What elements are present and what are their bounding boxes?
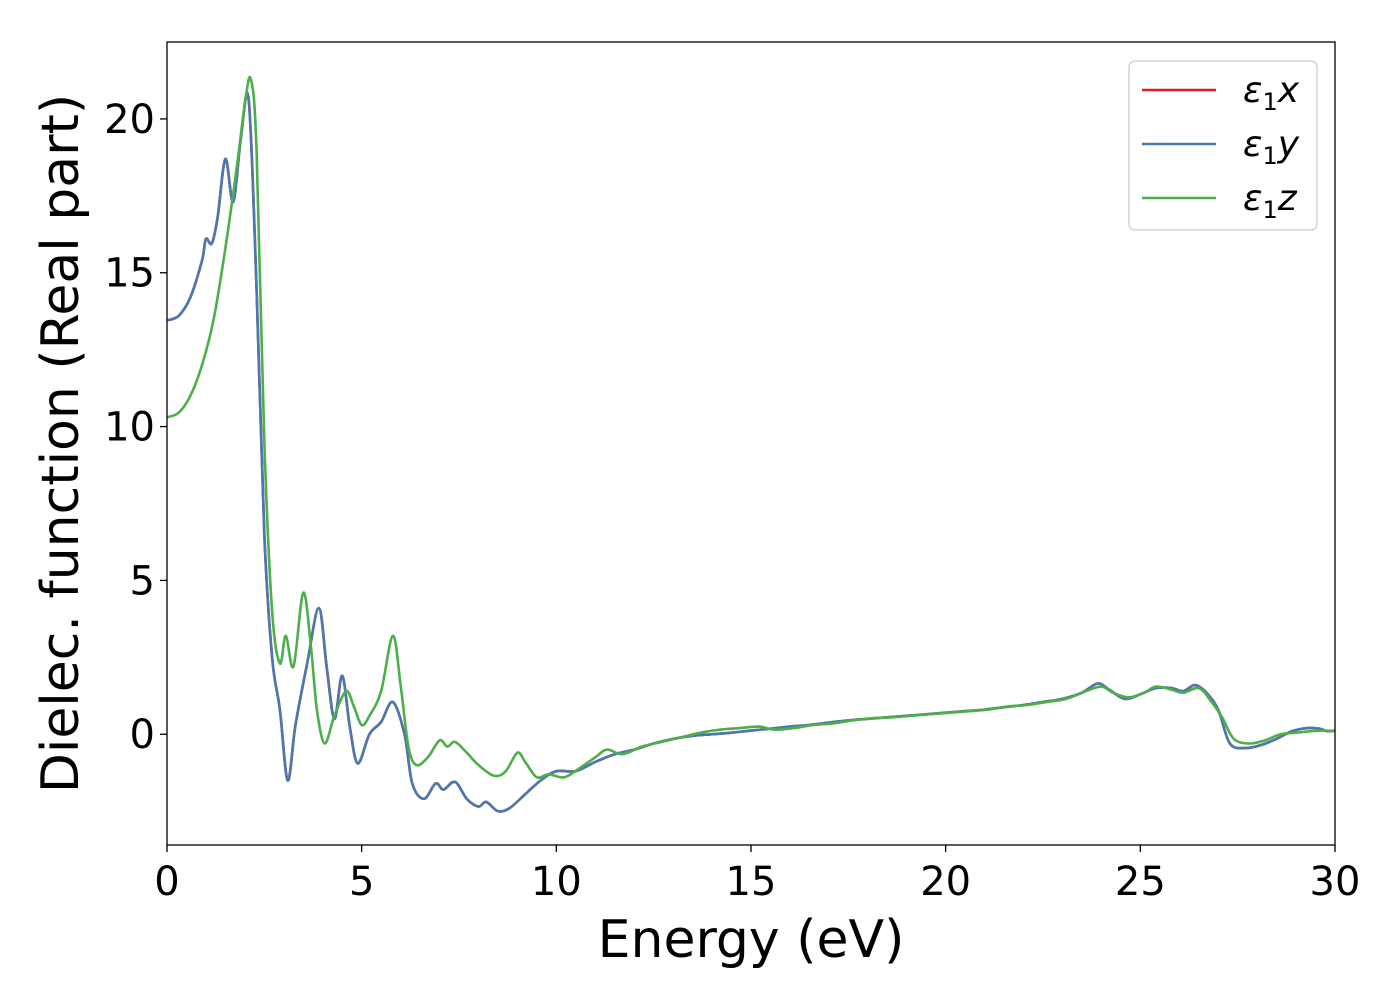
- legend-entry-x: ε1x: [1243, 70, 1300, 116]
- legend: ε1x ε1y ε1z: [1128, 60, 1318, 231]
- y-tick-label: 10: [104, 405, 155, 451]
- x-axis-label: Energy (eV): [598, 910, 905, 970]
- legend-entry-y: ε1y: [1243, 124, 1300, 170]
- x-axis-ticks: 0 5 10 15 20 25 30: [154, 845, 1360, 905]
- legend-entry-z: ε1z: [1243, 178, 1298, 224]
- x-tick-label: 0: [154, 859, 179, 905]
- x-tick-label: 5: [349, 859, 374, 905]
- x-tick-label: 15: [726, 859, 777, 905]
- y-tick-label: 15: [104, 251, 155, 297]
- series-line-z: [166, 75, 1336, 780]
- x-tick-label: 30: [1310, 859, 1361, 905]
- y-tick-label: 20: [104, 97, 155, 143]
- y-axis-ticks: 0 5 10 15 20: [104, 97, 167, 758]
- legend-box: [1128, 60, 1318, 231]
- x-tick-label: 20: [920, 859, 971, 905]
- x-tick-label: 10: [531, 859, 582, 905]
- y-tick-label: 0: [130, 712, 155, 758]
- x-tick-label: 25: [1115, 859, 1166, 905]
- y-axis-label: Dielec. function (Real part): [31, 94, 91, 793]
- series-layer: [166, 75, 1336, 813]
- y-tick-label: 5: [130, 558, 155, 604]
